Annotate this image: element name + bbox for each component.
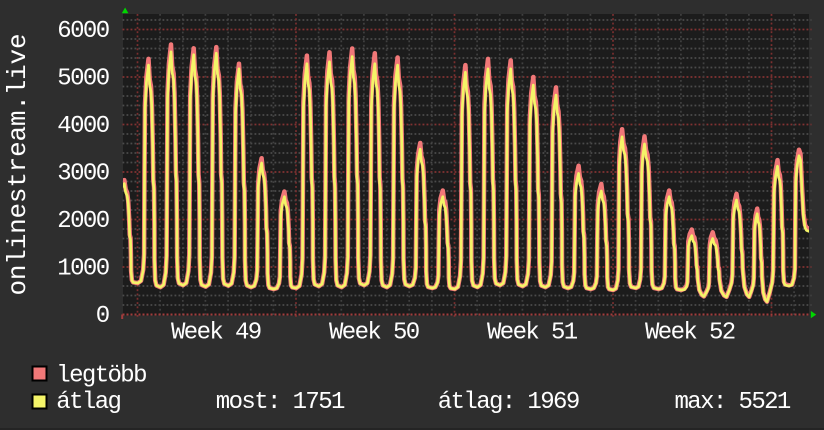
svg-text:Week 52: Week 52 — [645, 320, 735, 347]
svg-text:legtöbb: legtöbb — [56, 362, 146, 389]
svg-text:1000: 1000 — [57, 256, 108, 283]
svg-text:3000: 3000 — [57, 161, 108, 188]
svg-text:max: 5521: max: 5521 — [675, 389, 791, 416]
svg-text:Week 49: Week 49 — [171, 320, 261, 347]
svg-text:most: 1751: most: 1751 — [216, 389, 345, 416]
svg-text:átlag: 1969: átlag: 1969 — [438, 389, 579, 416]
svg-text:0: 0 — [96, 303, 109, 330]
svg-text:onlinestream.live: onlinestream.live — [3, 34, 33, 296]
svg-text:Week 51: Week 51 — [487, 320, 578, 347]
svg-text:átlag: átlag — [56, 389, 120, 416]
svg-text:2000: 2000 — [57, 208, 108, 235]
svg-text:6000: 6000 — [57, 18, 108, 45]
svg-text:5000: 5000 — [57, 66, 108, 93]
svg-text:Week 50: Week 50 — [329, 320, 419, 347]
svg-text:4000: 4000 — [57, 113, 108, 140]
